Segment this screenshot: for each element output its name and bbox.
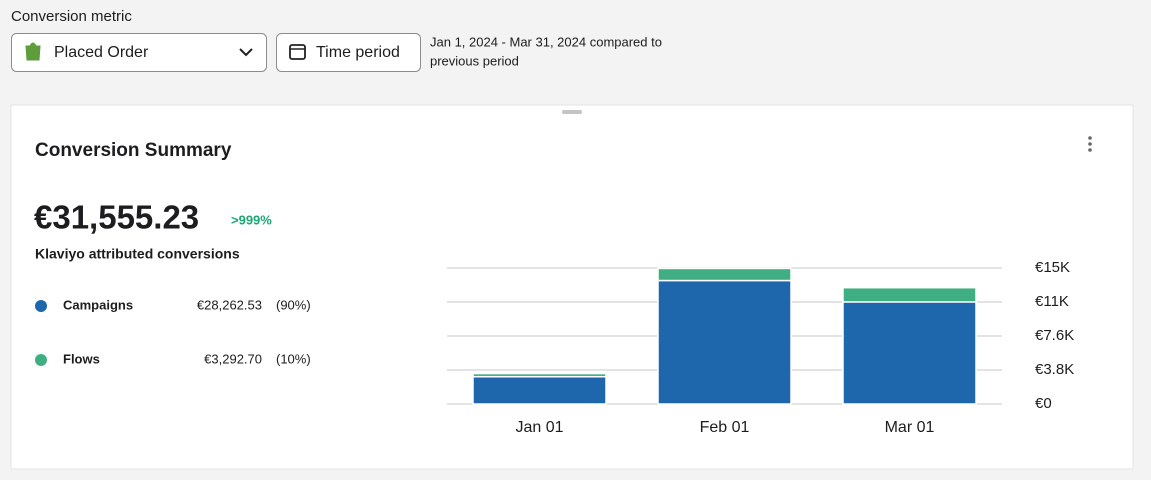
drag-handle[interactable] — [562, 110, 582, 114]
y-tick-label: €15K — [1035, 259, 1070, 276]
metric-value[interactable]: Placed Order — [54, 44, 149, 61]
legend-name: Campaigns — [63, 297, 133, 312]
button-box[interactable] — [276, 33, 421, 72]
legend-share: (90%) — [276, 297, 311, 312]
metric-dropdown[interactable]: Placed Order — [11, 33, 267, 72]
bar-segment — [657, 267, 792, 282]
subtitle: Klaviyo attributed conversions — [35, 246, 240, 262]
x-tick-label: Feb 01 — [700, 419, 750, 436]
dot — [1088, 136, 1092, 140]
bar-segment — [472, 372, 607, 378]
bar-segment — [842, 286, 977, 303]
metric-label: Conversion metric — [11, 8, 132, 25]
legend-share: (10%) — [276, 351, 311, 366]
date-range: Jan 1, 2024 - Mar 31, 2024 compared to — [430, 34, 662, 49]
time-button[interactable]: Time period — [276, 33, 421, 72]
x-tick-label: Jan 01 — [515, 419, 563, 436]
dropdown-box[interactable] — [11, 33, 267, 72]
y-tick-label: €3.8K — [1035, 361, 1074, 378]
bar-segment — [657, 279, 792, 405]
change: >999% — [231, 212, 272, 227]
legend-amount: €3,292.70 — [204, 351, 262, 366]
time-button-label[interactable]: Time period — [316, 44, 400, 61]
date-range: previous period — [430, 53, 519, 68]
chevron — [239, 48, 253, 57]
dot — [1088, 142, 1092, 146]
legend-amount: €28,262.53 — [197, 297, 262, 312]
shopify-icon — [25, 42, 41, 61]
bar-segment — [842, 301, 977, 405]
y-tick-label: €0 — [1035, 395, 1052, 412]
legend-dot — [35, 354, 47, 366]
calendar-icon — [289, 44, 306, 60]
y-tick-label: €11K — [1035, 293, 1069, 310]
x-tick-label: Mar 01 — [885, 419, 935, 436]
total: €31,555.23 — [34, 199, 199, 236]
legend-name: Flows — [63, 351, 100, 366]
legend-dot — [35, 300, 47, 312]
bar-segment — [472, 375, 607, 405]
dot — [1088, 148, 1092, 152]
card-title: Conversion Summary — [35, 140, 232, 161]
y-tick-label: €7.6K — [1035, 327, 1074, 344]
kebab-menu[interactable] — [1088, 136, 1092, 152]
